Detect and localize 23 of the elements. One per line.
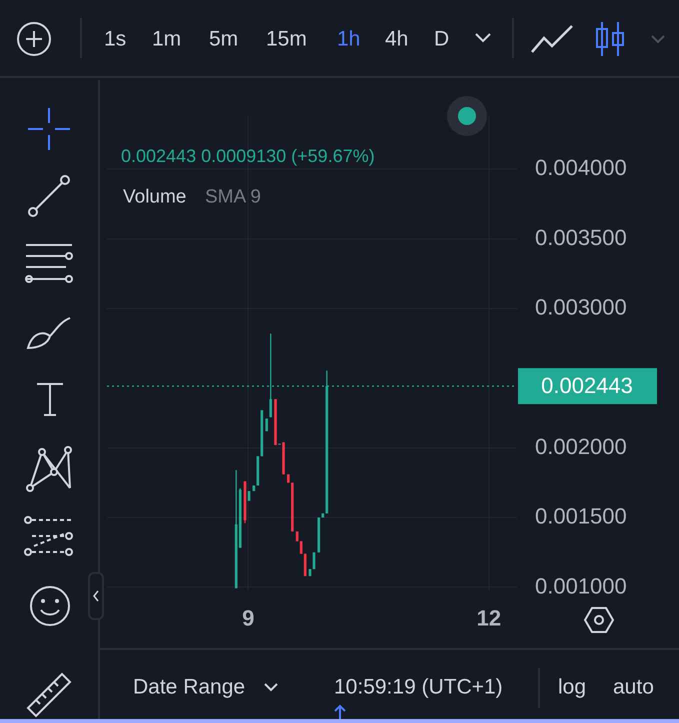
text: 1s [104,28,126,50]
text: 1h [337,28,360,50]
ref-line-label: 0.002443 [541,373,633,398]
text: 1m [152,28,182,50]
annotation: 0.002443 0.0009130 (+59.67%) [121,146,375,166]
y-tick-label: 0.003000 [535,294,627,320]
y-tick-label: 0.002000 [535,434,627,459]
text: 10:59:19 (UTC+1) [334,676,503,698]
text: 4h [385,28,408,50]
y-tick-label: 0.004000 [535,155,627,180]
text: log [558,676,586,698]
text: Date Range [133,676,246,698]
x-tick-label: 9 [242,605,254,630]
y-tick-label: 0.001500 [535,504,627,529]
text: auto [613,676,654,698]
y-tick-label: 0.003500 [535,224,627,250]
text: 5m [209,28,238,50]
annotation: SMA 9 [205,186,261,208]
text: 15m [266,28,307,50]
x-tick-label: 12 [476,605,502,630]
annotation: Volume [123,186,186,208]
y-tick-label: 0.001000 [535,573,627,598]
text: D [434,28,450,50]
